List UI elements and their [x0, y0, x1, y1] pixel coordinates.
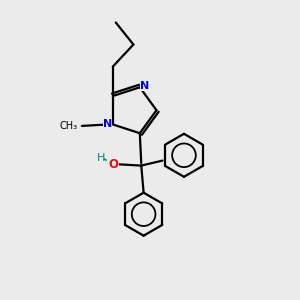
- Text: CH₃: CH₃: [60, 121, 78, 131]
- Text: H: H: [96, 153, 105, 163]
- Text: N: N: [140, 81, 150, 91]
- Text: N: N: [103, 118, 112, 129]
- Text: O: O: [108, 158, 118, 171]
